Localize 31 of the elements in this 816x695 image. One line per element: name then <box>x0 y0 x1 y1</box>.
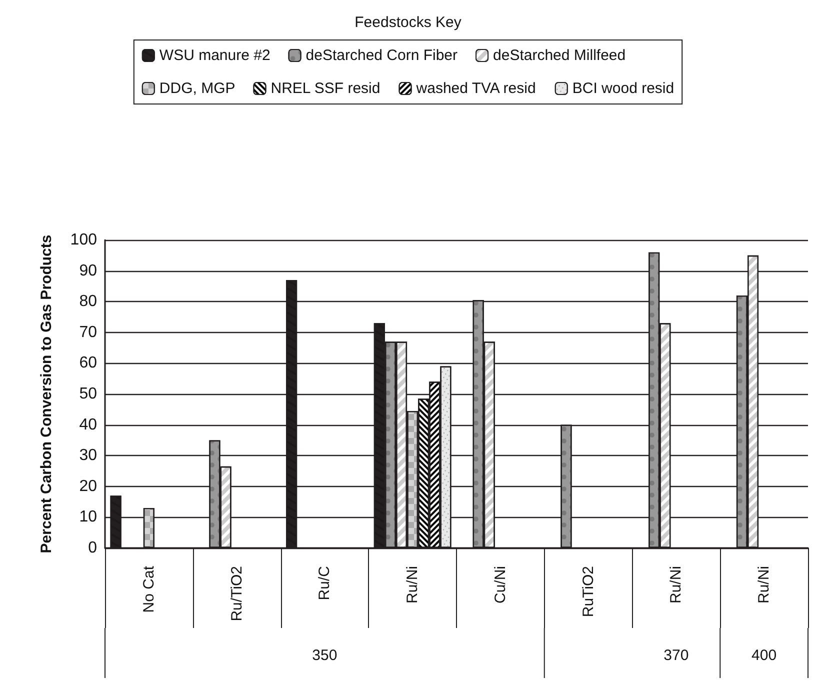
legend-label: deStarched Corn Fiber <box>306 47 458 64</box>
legend-label: deStarched Millfeed <box>493 47 626 64</box>
y-tick-label: 50 <box>79 386 98 402</box>
text: 400 <box>752 647 777 664</box>
x-tick-label: Ru/C <box>316 566 334 600</box>
legend-label: washed TVA resid <box>415 80 536 97</box>
y-tick-label: 80 <box>79 293 98 310</box>
y-tick-label: 20 <box>79 478 98 495</box>
y-tick-label: 40 <box>79 416 98 434</box>
legend-label: WSU manure #2 <box>159 47 270 64</box>
legend-title: Feedstocks Key <box>354 14 462 31</box>
legend-label: NREL SSF resid <box>270 80 380 97</box>
legend-label: BCI wood resid <box>572 80 674 97</box>
y-tick-label: 60 <box>79 354 98 372</box>
x-tick-label: RuTiO2 <box>580 566 597 618</box>
x-tick-label: No Cat <box>140 565 158 613</box>
y-tick-label: 100 <box>70 232 98 248</box>
text: 370 <box>664 647 689 664</box>
x-tick-label: Cu/Ni <box>492 566 509 604</box>
text: 350 <box>312 647 338 664</box>
y-tick-label: 0 <box>88 540 98 556</box>
legend-label: DDG, MGP <box>159 80 236 97</box>
y-tick-label: 10 <box>79 508 98 526</box>
x-tick-label: Ru/TiO2 <box>228 566 246 622</box>
y-axis-title: Percent Carbon Conversion to Gas Products <box>38 234 55 554</box>
x-tick-label: Ru/Ni <box>404 566 422 604</box>
y-tick-label: 30 <box>79 447 98 464</box>
x-tick-label: Ru/Ni <box>668 566 685 604</box>
y-tick-label: 90 <box>79 262 98 280</box>
y-tick-label: 70 <box>79 324 98 341</box>
x-tick-label: Ru/Ni <box>756 566 773 604</box>
